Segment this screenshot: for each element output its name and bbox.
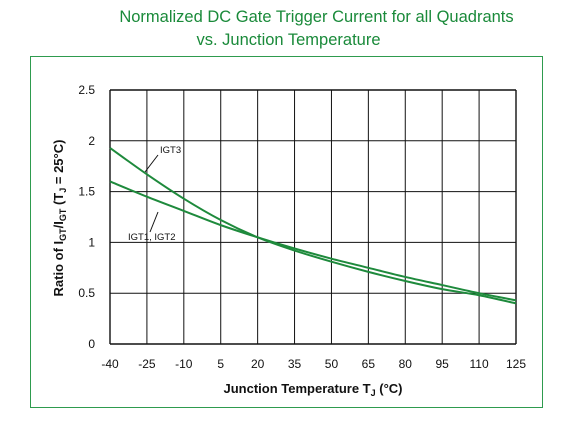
x-tick-label: 80 <box>399 357 413 371</box>
x-tick-label: 110 <box>470 357 489 371</box>
y-tick-label: 1 <box>88 235 95 249</box>
y-tick-label: 0.5 <box>78 286 95 300</box>
x-tick-label: 50 <box>325 357 339 371</box>
x-tick-label: -25 <box>138 357 156 371</box>
x-tick-label: -10 <box>175 357 193 371</box>
series-leader-igt1-igt2 <box>149 211 159 233</box>
grid <box>109 89 517 345</box>
y-axis-label: Ratio of IGT/IGT (TJ = 25°C) <box>51 140 68 297</box>
y-tick-label: 1.5 <box>78 185 95 199</box>
y-tick-label: 0 <box>88 337 95 351</box>
chart-title-line1: Normalized DC Gate Trigger Current for a… <box>119 8 514 26</box>
series-line-igt1-igt2 <box>109 180 517 302</box>
series-line-igt3 <box>109 147 517 305</box>
series-label-igt1-igt2: IGT1, IGT2 <box>128 232 176 243</box>
y-tick-label: 2.5 <box>78 83 95 97</box>
x-tick-label: 125 <box>506 357 526 371</box>
series-layer <box>109 147 517 305</box>
tick-labels: -40 -25 -10 5 20 35 50 65 80 95 110 125 0 0.5 1 1.5 2 2.5 <box>78 83 526 371</box>
series-labels: IGT3 IGT1, IGT2 <box>128 145 181 243</box>
x-tick-label: 5 <box>217 357 224 371</box>
series-label-igt3: IGT3 <box>160 145 181 156</box>
x-tick-label: 95 <box>436 357 450 371</box>
chart-frame <box>30 56 543 408</box>
x-tick-label: 35 <box>288 357 302 371</box>
x-tick-label: -40 <box>101 357 119 371</box>
series-leader-igt3 <box>144 154 159 173</box>
y-tick-label: 2 <box>88 134 95 148</box>
x-axis-label: Junction Temperature TJ (°C) <box>224 381 403 398</box>
x-tick-label: 65 <box>362 357 376 371</box>
chart-title-line2: vs. Junction Temperature <box>196 31 381 49</box>
x-tick-label: 20 <box>251 357 265 371</box>
